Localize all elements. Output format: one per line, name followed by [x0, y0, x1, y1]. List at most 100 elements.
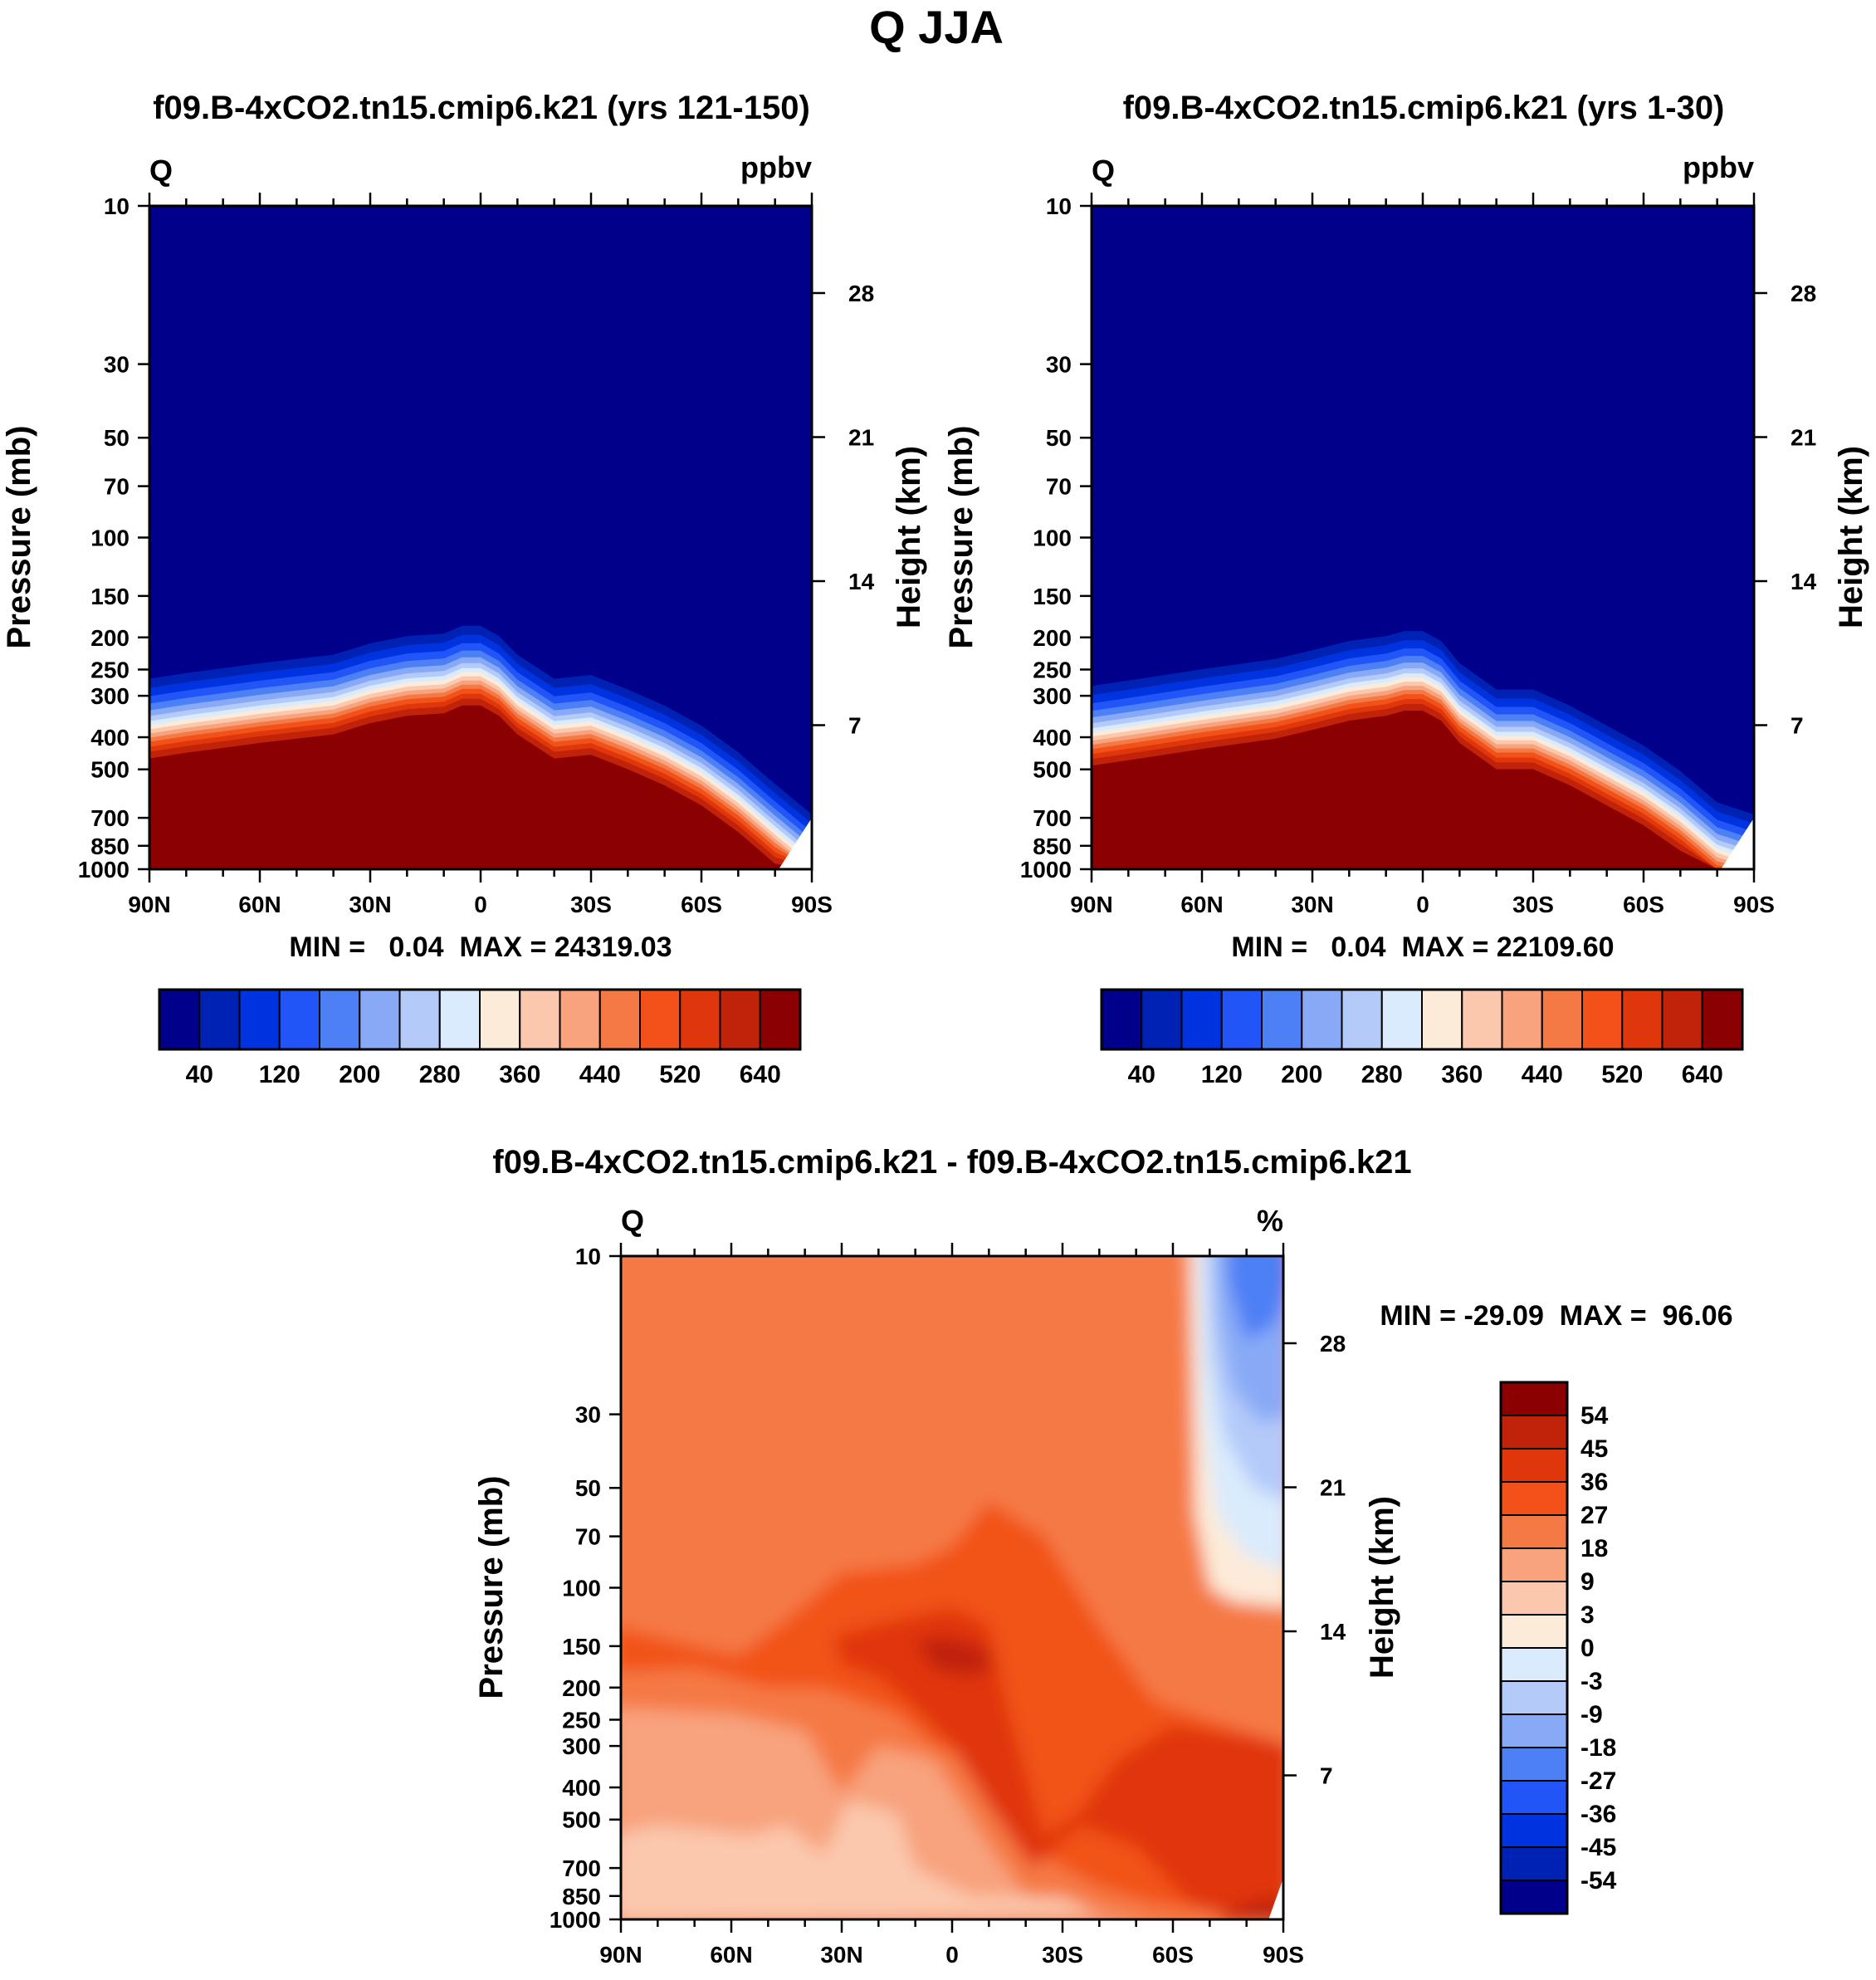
x-tick-label: 0	[474, 892, 487, 917]
colorbar-label: 440	[1522, 1061, 1563, 1088]
y-tick-label: 70	[575, 1524, 601, 1550]
colorbar-label: 3	[1580, 1601, 1595, 1629]
contour-band-45-54-surface	[1217, 1895, 1283, 1919]
min-max-text: MIN = -29.09 MAX = 96.06	[1380, 1300, 1732, 1332]
missing-data-region	[779, 818, 812, 869]
colorbar: 40 120 200 280 360 440 520 640	[158, 988, 802, 1088]
colorbar-swatch	[398, 989, 441, 1050]
contour-band-36-45	[834, 1607, 1283, 1919]
y-tick-label: 100	[90, 526, 129, 551]
x-tick-label: 60N	[710, 1942, 752, 1968]
colorbar-swatch	[1500, 1747, 1568, 1782]
y-axis-label: Pressure (mb)	[1, 426, 37, 649]
x-tick-label: 30S	[1512, 892, 1554, 917]
colorbar-label: 45	[1580, 1435, 1608, 1463]
y-tick-label: 400	[562, 1775, 601, 1801]
colorbar: 40 120 200 280 360 440 520 640	[1100, 988, 1744, 1088]
colorbar-label: 280	[419, 1061, 461, 1088]
y-tick-label: 1000	[1020, 857, 1072, 882]
y-tick-label: 500	[562, 1807, 601, 1833]
contour-band-level-15	[1092, 711, 1754, 869]
colorbar-swatch	[1500, 1581, 1568, 1616]
colorbar-label: 520	[1601, 1061, 1643, 1088]
x-tick-label: 60N	[238, 892, 281, 917]
colorbar-swatch	[519, 989, 561, 1050]
colorbar-swatch	[1500, 1680, 1568, 1715]
y2-tick-label: 21	[1320, 1474, 1346, 1500]
panel-abs-2: f09.B-4xCO2.tn15.cmip6.k21 (yrs 1-30) Q …	[943, 90, 1869, 1088]
contour-band-level-15	[149, 705, 812, 869]
y-tick-label: 10	[575, 1244, 601, 1269]
x-tick-label: 90S	[1733, 892, 1775, 917]
colorbar-swatch	[1101, 989, 1143, 1050]
colorbar-swatch	[479, 989, 521, 1050]
panel-title: f09.B-4xCO2.tn15.cmip6.k21 - f09.B-4xCO2…	[492, 1144, 1411, 1181]
colorbar-swatch	[319, 989, 361, 1050]
y-tick-label: 300	[1033, 683, 1072, 709]
colorbar-swatch	[1581, 989, 1624, 1050]
y2-tick-label: 7	[848, 712, 862, 738]
colorbar-swatch	[359, 989, 401, 1050]
contour-field	[1092, 206, 1754, 869]
y-tick-label: 1000	[78, 857, 129, 882]
colorbar-swatch	[1380, 989, 1423, 1050]
y-tick-label: 700	[1033, 805, 1072, 831]
units-label: %	[1257, 1204, 1283, 1238]
contour-field	[621, 1256, 1283, 1919]
colorbar-swatch	[1261, 989, 1303, 1050]
colorbar-swatch	[719, 989, 761, 1050]
x-tick-label: 30N	[1291, 892, 1333, 917]
y2-tick-label: 7	[1320, 1762, 1333, 1788]
colorbar-label: 18	[1580, 1535, 1608, 1562]
y-tick-label: 200	[562, 1675, 601, 1701]
quantity-label: Q	[149, 154, 173, 188]
x-tick-label: 0	[1416, 892, 1429, 917]
y-tick-label: 100	[562, 1576, 601, 1601]
colorbar-label: -9	[1580, 1701, 1603, 1728]
colorbar-label: -54	[1580, 1867, 1617, 1894]
y-tick-label: 300	[90, 683, 129, 709]
colorbar-frame	[158, 988, 802, 1051]
y-tick-label: 50	[575, 1475, 601, 1501]
y-tick-label: 400	[90, 725, 129, 750]
colorbar-swatch	[1500, 1481, 1568, 1516]
y-tick-label: 250	[90, 657, 129, 682]
colorbar-label: 640	[740, 1061, 781, 1088]
y2-axis-label: Height (km)	[1833, 446, 1869, 628]
colorbar-swatch	[759, 989, 801, 1050]
colorbar-label: 440	[579, 1061, 621, 1088]
y2-tick-label: 14	[1320, 1619, 1346, 1645]
panel-title: f09.B-4xCO2.tn15.cmip6.k21 (yrs 121-150)	[153, 90, 810, 126]
colorbar-swatch	[278, 989, 320, 1050]
colorbar-swatch	[1500, 1448, 1568, 1483]
colorbar-swatch	[1500, 1614, 1568, 1649]
colorbar-swatch	[1500, 1846, 1568, 1881]
y-tick-label: 850	[90, 834, 129, 859]
colorbar-swatch	[1141, 989, 1183, 1050]
colorbar-label: 360	[1441, 1061, 1483, 1088]
x-tick-label: 90N	[1070, 892, 1112, 917]
smoothed-contours	[621, 1256, 1283, 1919]
colorbar-swatch	[1500, 1415, 1568, 1450]
colorbar-swatch	[1180, 989, 1223, 1050]
y-tick-label: 30	[104, 352, 129, 378]
y2-tick-label: 28	[848, 281, 874, 306]
contour-band-3-9	[621, 1801, 1100, 1919]
colorbar-swatch	[198, 989, 241, 1050]
contour-band-neg27-neg18	[1227, 1256, 1283, 1341]
y-tick-label: 200	[1033, 625, 1072, 651]
colorbar-swatch	[1500, 1547, 1568, 1582]
colorbar-swatch	[1621, 989, 1663, 1050]
colorbar-swatch	[679, 989, 721, 1050]
y2-axis-label: Height (km)	[891, 446, 927, 628]
x-tick-label: 90N	[599, 1942, 642, 1968]
y-axis-label: Pressure (mb)	[473, 1476, 510, 1699]
y-tick-label: 30	[575, 1402, 601, 1428]
y-tick-label: 70	[104, 474, 129, 500]
colorbar-swatch	[1220, 989, 1263, 1050]
colorbar-label: 120	[1201, 1061, 1243, 1088]
contour-field	[149, 206, 812, 869]
colorbar-label: -27	[1580, 1767, 1616, 1795]
colorbar-swatch	[1500, 1813, 1568, 1848]
x-tick-label: 90N	[128, 892, 170, 917]
